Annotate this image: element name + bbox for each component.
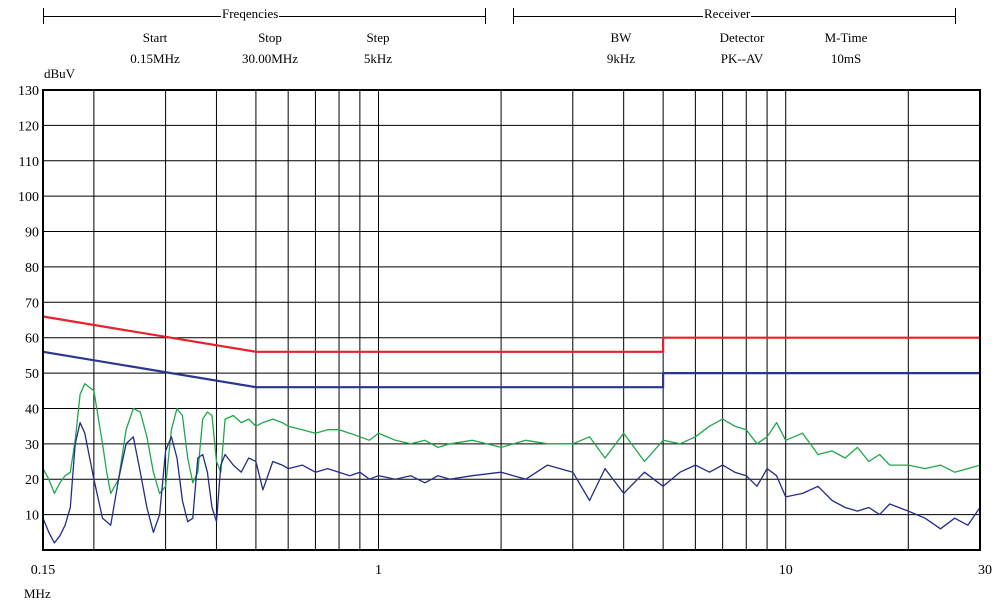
detector-label: Detector — [719, 30, 765, 45]
x-tick-label: 0.15 — [31, 563, 56, 578]
stop-label: Stop — [258, 30, 282, 45]
y-tick-label: 80 — [25, 261, 39, 276]
y-tick-label: 100 — [18, 190, 39, 205]
y-tick-label: 130 — [18, 84, 39, 99]
x-tick-label: 10 — [779, 563, 793, 578]
y-tick-label: 40 — [25, 402, 39, 417]
freq-group-label: Freqencies — [221, 6, 280, 22]
mtime-value: 10mS — [830, 51, 862, 66]
qp-limit-series-line — [42, 315, 980, 353]
y-tick-label: 20 — [25, 473, 39, 488]
y-axis-label: dBuV — [44, 66, 76, 81]
y-tick-label: 60 — [25, 332, 39, 347]
peak-series-line — [42, 383, 981, 495]
y-tick-label: 70 — [25, 296, 39, 311]
bw-label: BW — [610, 30, 632, 45]
y-tick-label: 120 — [18, 119, 39, 134]
y-tick-label: 10 — [25, 509, 39, 524]
mtime-label: M-Time — [824, 30, 868, 45]
step-label: Step — [366, 30, 390, 45]
x-axis-label: MHz — [24, 586, 51, 601]
bw-value: 9kHz — [606, 51, 636, 66]
receiver-group-label: Receiver — [703, 6, 752, 22]
av-limit-series-line — [42, 350, 980, 389]
y-tick-label: 90 — [25, 226, 39, 241]
grid — [43, 90, 980, 550]
y-tick-label: 30 — [25, 438, 39, 453]
plot-frame — [42, 89, 981, 551]
detector-value: PK--AV — [720, 51, 764, 66]
x-tick-label: 30 — [978, 563, 992, 578]
x-tick-label: 1 — [375, 563, 382, 578]
start-label: Start — [142, 30, 168, 45]
stop-value: 30.00MHz — [242, 51, 298, 66]
y-tick-label: 50 — [25, 367, 39, 382]
start-value: 0.15MHz — [130, 51, 180, 66]
series-lines — [42, 315, 981, 544]
average-series-line — [42, 421, 981, 544]
step-value: 5kHz — [363, 51, 393, 66]
y-tick-label: 110 — [19, 155, 39, 170]
